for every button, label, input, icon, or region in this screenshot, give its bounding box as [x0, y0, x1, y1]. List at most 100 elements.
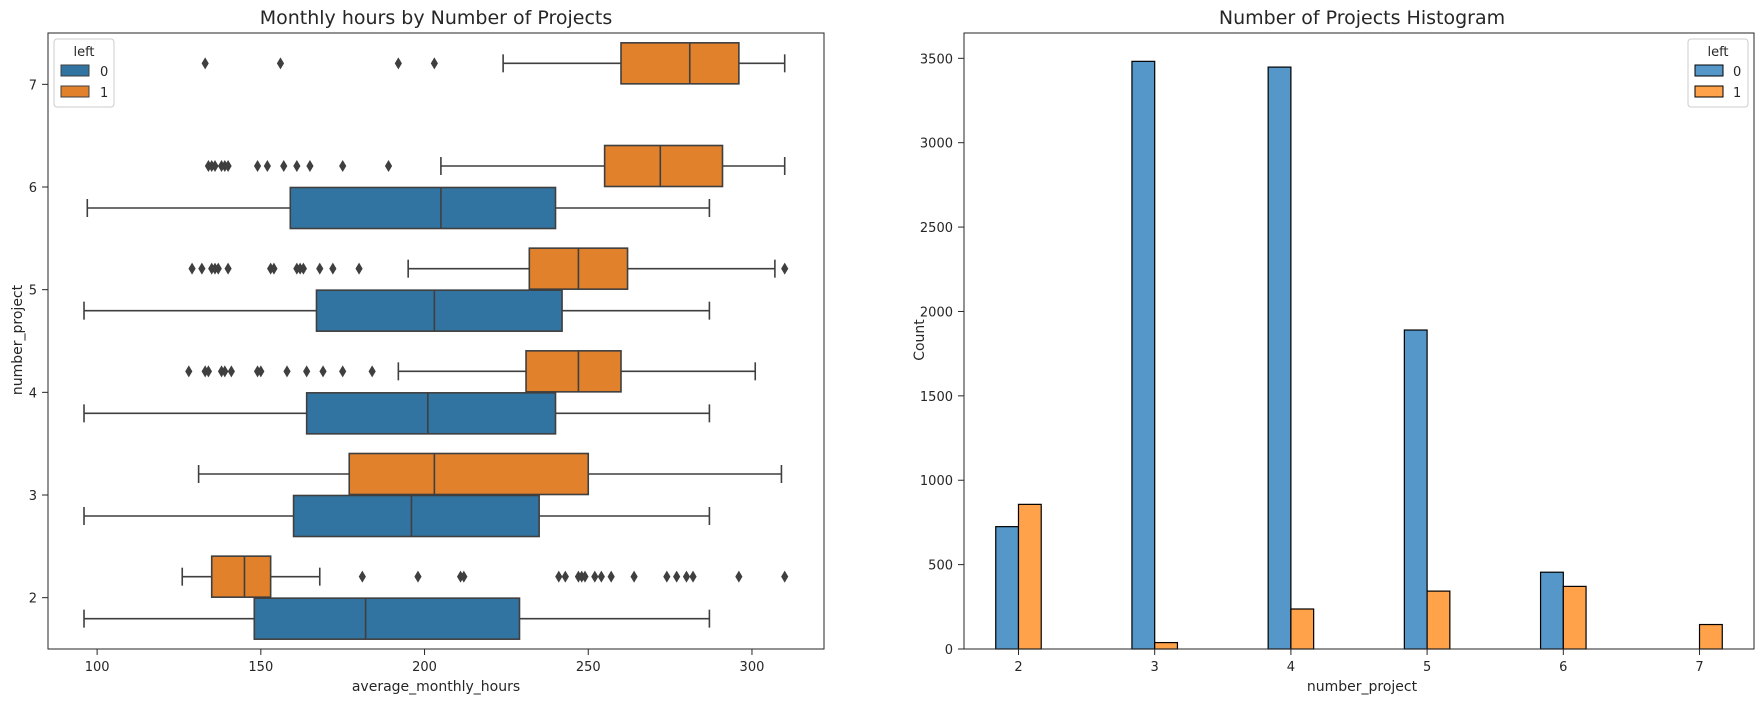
y-tick-label: 6	[29, 181, 37, 196]
bar-4-left-0	[1267, 66, 1292, 650]
outlier-point	[689, 570, 697, 583]
outlier-point	[673, 570, 681, 583]
x-tick-label: 3	[1151, 660, 1159, 675]
outlier-point	[303, 365, 311, 378]
outlier-point	[306, 160, 314, 172]
outlier-point	[414, 570, 422, 583]
y-tick-label: 5	[29, 284, 37, 299]
bar-6-left-1	[1562, 585, 1587, 650]
outlier-point	[211, 160, 219, 172]
bar-6-left-0	[1539, 571, 1564, 650]
x-tick-label: 4	[1287, 660, 1295, 675]
box-4-left-0	[83, 392, 711, 435]
bar-3-left-0	[1131, 60, 1156, 650]
x-tick-label: 7	[1695, 660, 1703, 675]
x-tick-label: 150	[248, 660, 273, 675]
box-iqr	[305, 392, 557, 435]
y-tick-label: 500	[928, 559, 953, 574]
box-iqr	[292, 494, 540, 538]
outlier-point	[224, 262, 232, 275]
outlier-point	[591, 570, 599, 583]
outlier-point	[185, 365, 193, 378]
y-tick-label: 2000	[920, 305, 953, 320]
bar-2-left-0	[995, 526, 1020, 650]
outlier-point	[329, 262, 337, 275]
outlier-point	[561, 570, 569, 583]
histogram-title: Number of Projects Histogram	[1219, 7, 1505, 29]
boxplot-legend: left 0 1	[53, 38, 115, 108]
y-tick-label: 0	[945, 643, 953, 658]
box-iqr	[620, 42, 740, 85]
y-tick-label: 2	[29, 592, 37, 607]
histogram-panel: Number of Projects Histogram number_proj…	[912, 7, 1755, 695]
bar-3-left-1	[1154, 641, 1179, 650]
boxplot-legend-title: left	[73, 45, 94, 60]
outlier-point	[339, 160, 347, 172]
boxplot-legend-label-0: 0	[100, 65, 108, 80]
outlier-point	[355, 262, 363, 275]
histogram-axes-frame	[963, 32, 1755, 650]
y-tick-label: 3	[29, 489, 37, 504]
histogram-legend-title: left	[1707, 45, 1728, 60]
x-tick-label: 200	[412, 660, 437, 675]
boxplot-marks	[83, 42, 789, 640]
outlier-point	[781, 570, 789, 583]
outlier-point	[257, 365, 265, 378]
box-6-left-0	[86, 186, 711, 230]
bar-7-left-1	[1698, 623, 1723, 650]
x-tick-label: 5	[1423, 660, 1431, 675]
outlier-point	[201, 57, 209, 70]
outlier-point	[358, 570, 366, 583]
outlier-point	[339, 365, 347, 378]
boxplot-y-axis-label: number_project	[10, 284, 26, 395]
outlier-point	[319, 365, 327, 378]
boxplot-axes-frame	[47, 32, 825, 650]
histogram-legend-label-1: 1	[1733, 86, 1741, 101]
outlier-point	[221, 365, 229, 378]
outlier-point	[276, 57, 285, 70]
outlier-point	[607, 570, 615, 583]
box-iqr	[315, 289, 563, 332]
bar-2-left-1	[1017, 503, 1042, 650]
y-tick-label: 2500	[920, 221, 953, 236]
boxplot-legend-swatch-0	[60, 64, 90, 77]
box-iqr	[289, 186, 557, 230]
outlier-point	[368, 365, 376, 378]
box-5-left-0	[83, 289, 711, 332]
y-tick-label: 1000	[920, 474, 953, 489]
x-tick-label: 100	[85, 660, 110, 675]
x-tick-label: 2	[1014, 660, 1022, 675]
histogram-y-axis-label: Count	[912, 319, 928, 361]
outlier-point	[555, 570, 563, 583]
outlier-point	[682, 570, 691, 583]
histogram-legend-swatch-1	[1694, 85, 1724, 98]
box-2-left-1	[181, 555, 789, 598]
box-iqr	[210, 555, 272, 598]
box-6-left-1	[204, 144, 786, 188]
x-tick-label: 6	[1559, 660, 1567, 675]
boxplot-legend-label-1: 1	[100, 86, 108, 101]
outlier-point	[460, 570, 468, 583]
boxplot-x-axis-label: average_monthly_hours	[352, 679, 520, 695]
outlier-point	[663, 570, 671, 583]
box-3-left-0	[83, 494, 711, 538]
bar-5-left-0	[1403, 329, 1428, 650]
outlier-point	[204, 365, 213, 378]
outlier-point	[227, 365, 235, 378]
outlier-point	[188, 262, 196, 275]
outlier-point	[735, 570, 743, 583]
outlier-point	[316, 262, 324, 275]
outlier-point	[270, 262, 278, 275]
box-7-left-1	[201, 42, 786, 85]
histogram-ticks: 2 3 4 5 6 7 0 500 1000 1500 2000 2500 3000 3500	[920, 52, 1704, 675]
histogram-legend: left 0 1	[1687, 38, 1749, 108]
y-tick-label: 3000	[920, 137, 953, 152]
y-tick-label: 4	[29, 386, 37, 401]
outlier-point	[280, 160, 288, 172]
box-3-left-1	[197, 452, 783, 496]
x-tick-label: 300	[740, 660, 765, 675]
outlier-point	[214, 262, 222, 275]
x-tick-label: 250	[576, 660, 601, 675]
y-tick-label: 3500	[920, 52, 953, 67]
